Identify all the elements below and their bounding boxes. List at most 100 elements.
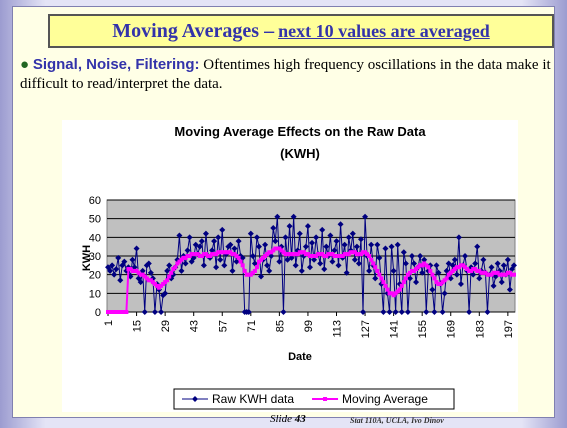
point [164, 267, 171, 274]
point [333, 238, 340, 245]
point [111, 271, 118, 278]
point [466, 309, 473, 315]
point [493, 270, 498, 275]
footer: Slide 43 [270, 413, 306, 425]
point [281, 250, 286, 255]
point [136, 270, 141, 275]
point [430, 272, 435, 277]
x-tick-label: 15 [132, 320, 144, 332]
point [432, 276, 437, 281]
y-tick-label: 0 [95, 307, 101, 319]
point [312, 254, 317, 258]
point [285, 252, 290, 257]
point [118, 310, 123, 314]
point [327, 232, 334, 239]
point [485, 272, 490, 277]
point [169, 270, 174, 275]
point [250, 270, 255, 275]
point [404, 309, 411, 315]
point [510, 262, 517, 269]
point [248, 272, 253, 277]
point [239, 254, 246, 261]
point [331, 247, 338, 254]
point [171, 267, 176, 272]
point [306, 264, 313, 271]
point [322, 254, 327, 258]
point [321, 266, 328, 273]
point [288, 254, 295, 261]
point [340, 254, 345, 258]
point [361, 250, 366, 255]
point [254, 265, 259, 270]
point [393, 291, 398, 296]
point [344, 252, 349, 257]
chart-subtitle: (KWH) [280, 146, 320, 161]
point [336, 254, 341, 258]
point [163, 280, 168, 285]
point [416, 265, 421, 270]
point [232, 252, 237, 257]
point [442, 278, 447, 283]
point [109, 262, 116, 269]
point [165, 278, 170, 283]
slide-title: Moving Averages – next 10 values are aver… [48, 14, 554, 48]
point [419, 269, 426, 276]
point [433, 262, 440, 269]
point [434, 280, 439, 285]
x-tick-label: 29 [160, 320, 172, 332]
point [403, 276, 408, 281]
point [187, 254, 192, 258]
point [458, 263, 463, 268]
point [467, 268, 472, 273]
point [181, 255, 186, 260]
point [140, 272, 145, 277]
point [395, 289, 400, 294]
point [279, 248, 284, 253]
point [255, 243, 262, 250]
point [217, 256, 224, 263]
title-text: Moving Averages – [112, 20, 275, 42]
point [484, 309, 491, 315]
point [465, 267, 470, 272]
point [158, 309, 165, 315]
point [470, 271, 477, 278]
point [252, 268, 257, 273]
point [273, 246, 278, 251]
point [503, 272, 508, 277]
point [162, 290, 169, 297]
point [471, 267, 476, 272]
point [417, 253, 424, 259]
x-tick-label: 57 [217, 320, 229, 332]
x-tick-label: 71 [246, 320, 258, 332]
point [452, 267, 457, 272]
point [256, 259, 261, 264]
chart-title: Moving Average Effects on the Raw Data [174, 124, 426, 139]
point [480, 256, 487, 263]
point [145, 260, 152, 267]
point [289, 252, 294, 257]
point [320, 252, 325, 257]
point [214, 252, 219, 257]
point [476, 275, 483, 282]
point [253, 234, 260, 241]
point [398, 309, 405, 315]
point [352, 250, 357, 255]
point [310, 254, 315, 258]
point [298, 267, 305, 274]
point [283, 252, 288, 257]
point [490, 282, 497, 289]
x-tick-label: 141 [389, 320, 401, 338]
point [130, 268, 135, 273]
point [189, 252, 194, 257]
point [305, 252, 310, 257]
point [276, 258, 283, 265]
point [287, 252, 292, 257]
point [213, 264, 220, 271]
point [280, 309, 287, 315]
point [489, 272, 494, 277]
point [409, 268, 414, 273]
point [198, 238, 205, 245]
point [449, 262, 456, 269]
point [264, 262, 271, 269]
point [268, 253, 275, 259]
